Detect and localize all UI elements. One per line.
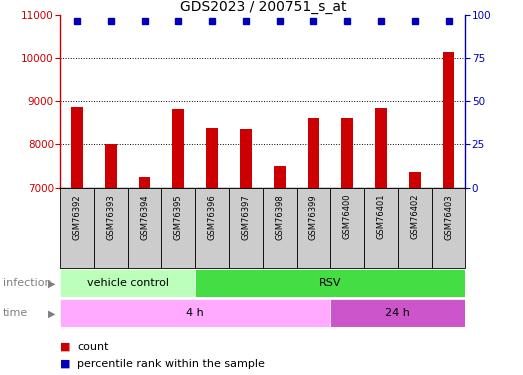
Bar — [431, 188, 465, 268]
Bar — [331, 188, 364, 268]
Text: ▶: ▶ — [48, 278, 55, 288]
Bar — [308, 118, 320, 188]
Bar — [229, 188, 263, 268]
Text: ▶: ▶ — [48, 308, 55, 318]
Text: ■: ■ — [60, 359, 71, 369]
Bar — [139, 177, 151, 188]
Bar — [195, 269, 465, 297]
Bar — [71, 107, 83, 188]
Bar — [398, 188, 431, 268]
Title: GDS2023 / 200751_s_at: GDS2023 / 200751_s_at — [179, 0, 346, 14]
Text: count: count — [77, 342, 108, 352]
Bar — [274, 166, 286, 188]
Bar — [342, 118, 353, 188]
Text: GSM76402: GSM76402 — [411, 194, 419, 240]
Bar — [297, 188, 331, 268]
Bar — [162, 188, 195, 268]
Bar — [206, 128, 218, 188]
Bar — [60, 269, 195, 297]
Bar — [60, 299, 331, 327]
Bar — [240, 129, 252, 188]
Bar — [331, 299, 465, 327]
Text: GSM76400: GSM76400 — [343, 194, 352, 240]
Text: 24 h: 24 h — [385, 308, 411, 318]
Text: time: time — [3, 308, 28, 318]
Text: GSM76403: GSM76403 — [444, 194, 453, 240]
Bar — [263, 188, 297, 268]
Bar — [409, 172, 420, 188]
Text: infection: infection — [3, 278, 51, 288]
Text: GSM76401: GSM76401 — [377, 194, 385, 240]
Bar — [128, 188, 162, 268]
Text: GSM76392: GSM76392 — [73, 194, 82, 240]
Text: ■: ■ — [60, 342, 71, 352]
Bar — [60, 188, 94, 268]
Bar — [442, 52, 454, 188]
Text: GSM76397: GSM76397 — [242, 194, 251, 240]
Text: RSV: RSV — [319, 278, 342, 288]
Bar — [364, 188, 398, 268]
Text: GSM76395: GSM76395 — [174, 194, 183, 240]
Bar — [173, 109, 184, 188]
Text: 4 h: 4 h — [186, 308, 204, 318]
Text: GSM76394: GSM76394 — [140, 194, 149, 240]
Bar — [195, 188, 229, 268]
Text: GSM76399: GSM76399 — [309, 194, 318, 240]
Text: percentile rank within the sample: percentile rank within the sample — [77, 359, 265, 369]
Text: GSM76396: GSM76396 — [208, 194, 217, 240]
Bar — [375, 108, 387, 188]
Bar — [94, 188, 128, 268]
Text: GSM76393: GSM76393 — [106, 194, 115, 240]
Text: GSM76398: GSM76398 — [275, 194, 284, 240]
Bar — [105, 144, 117, 188]
Text: vehicle control: vehicle control — [87, 278, 169, 288]
